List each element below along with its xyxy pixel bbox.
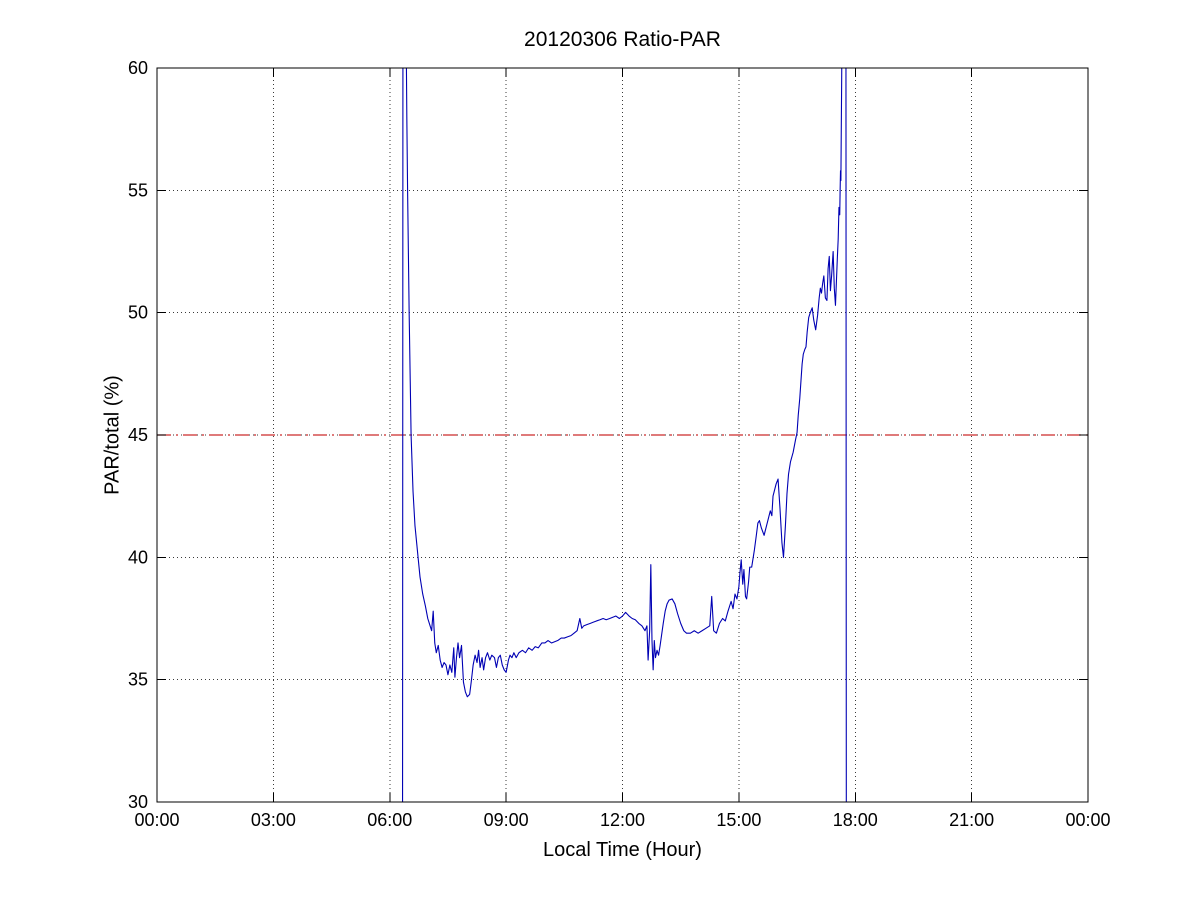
y-tick-label: 60: [128, 58, 148, 78]
y-tick-label: 50: [128, 303, 148, 323]
x-tick-label: 00:00: [1065, 810, 1110, 830]
x-tick-labels: 00:00 03:00 06:00 09:00 12:00 15:00 18:00 21:00…: [134, 810, 1110, 830]
x-tick-label: 15:00: [716, 810, 761, 830]
y-tick-labels: 30 35 40 45 50 55 60: [128, 58, 148, 812]
y-tick-label: 55: [128, 180, 148, 200]
x-tick-label: 09:00: [484, 810, 529, 830]
y-tick-label: 40: [128, 547, 148, 567]
y-tick-label: 35: [128, 670, 148, 690]
axis-ticks: [156, 67, 1089, 803]
x-tick-label: 12:00: [600, 810, 645, 830]
x-tick-label: 21:00: [949, 810, 994, 830]
x-tick-label: 03:00: [251, 810, 296, 830]
x-axis-label: Local Time (Hour): [543, 839, 702, 861]
x-tick-label: 18:00: [833, 810, 878, 830]
y-tick-label: 30: [128, 792, 148, 812]
y-tick-label: 45: [128, 425, 148, 445]
data-series-line: [402, 68, 847, 802]
chart-title: 20120306 Ratio-PAR: [524, 28, 721, 51]
x-tick-label: 06:00: [367, 810, 412, 830]
x-tick-label: 00:00: [134, 810, 179, 830]
